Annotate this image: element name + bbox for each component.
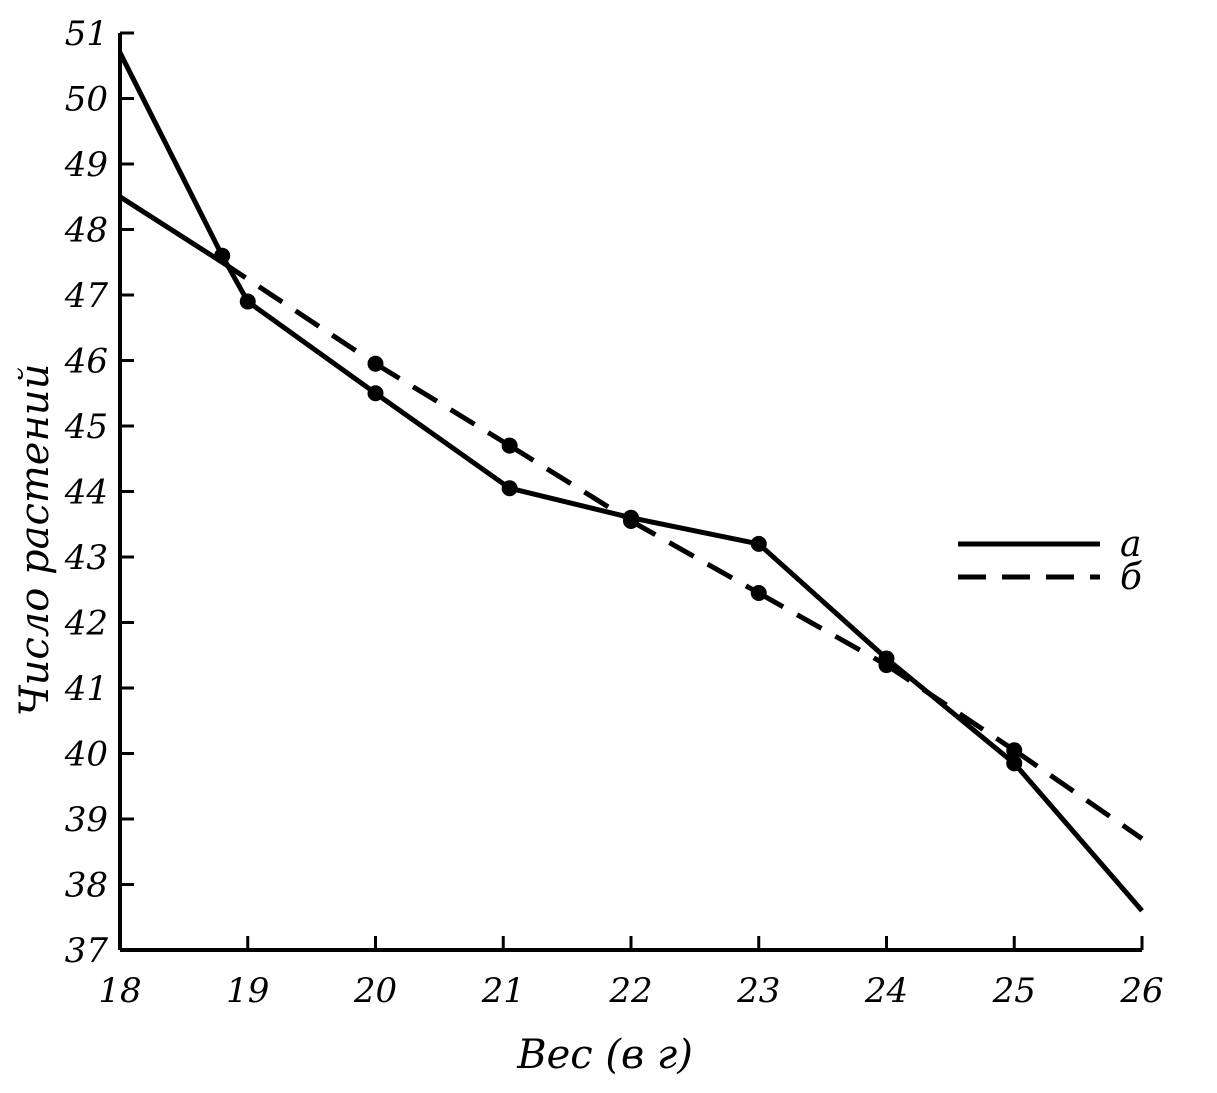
x-tick-label: 24	[864, 971, 908, 1011]
x-tick-label: 19	[226, 971, 269, 1011]
y-tick-label: 44	[64, 473, 108, 513]
y-tick-label: 40	[64, 735, 108, 775]
y-tick-label: 38	[65, 866, 108, 906]
series-a-segment	[630, 515, 760, 547]
series-b-segment	[757, 590, 888, 668]
x-axis-title: Вес (в г)	[516, 1032, 693, 1078]
series-a-point	[1006, 755, 1023, 772]
x-tick-label: 21	[481, 971, 525, 1011]
y-tick-label: 43	[64, 538, 108, 578]
x-tick-label: 20	[353, 971, 397, 1011]
x-tick-label: 22	[608, 971, 652, 1011]
series-layer	[117, 51, 1144, 913]
series-b-point	[878, 657, 895, 674]
series-b-segment	[629, 518, 760, 596]
series-b-segment	[220, 260, 377, 366]
series-b-segment	[1012, 748, 1144, 841]
legend-label-b: б	[1120, 557, 1143, 598]
y-axis-title: Число растений	[12, 364, 58, 717]
series-b-segment	[508, 443, 633, 524]
series-b-point	[750, 585, 767, 602]
series-b-point	[623, 512, 639, 529]
series-a-segment	[509, 485, 632, 521]
series-a-segment	[757, 542, 889, 661]
x-tick-label: 23	[736, 971, 780, 1011]
y-tick-label: 49	[64, 145, 108, 185]
series-a-segment	[374, 391, 512, 491]
series-b-segment	[118, 194, 224, 265]
series-a-segment	[117, 51, 225, 257]
series-b-segment	[374, 361, 511, 448]
y-tick-label: 47	[64, 276, 109, 316]
series-a-segment	[1012, 761, 1144, 913]
y-tick-label: 41	[64, 669, 108, 709]
legend-label-a: а	[1120, 524, 1141, 565]
axes: 18 19 20 21 22 23 24 25 26 37 38 39 40 41 42 43 44 45 46 47…	[64, 14, 1164, 1011]
series-a-point	[367, 385, 384, 402]
y-tick-label: 39	[65, 800, 108, 840]
series-a-point	[750, 535, 767, 552]
y-tick-label: 51	[65, 14, 108, 54]
series-b-segment	[885, 662, 1016, 753]
series-b-point	[1006, 742, 1023, 759]
y-tick-label: 50	[65, 80, 108, 120]
series-a-segment	[246, 299, 377, 396]
y-tick-label: 42	[64, 604, 108, 644]
x-tick-label: 18	[98, 971, 141, 1011]
series-a-segment	[884, 656, 1016, 766]
series-b-point	[501, 437, 518, 454]
x-tick-label: 25	[992, 971, 1036, 1011]
x-tick-label: 26	[1119, 971, 1163, 1011]
series-a-point	[239, 293, 256, 310]
series-b-point	[367, 355, 384, 372]
y-tick-label: 46	[64, 342, 108, 382]
y-tick-label: 37	[65, 931, 109, 971]
legend: аб	[958, 524, 1143, 598]
series-a-point	[501, 480, 518, 497]
y-tick-label: 48	[64, 211, 108, 251]
y-tick-label: 45	[64, 407, 108, 447]
